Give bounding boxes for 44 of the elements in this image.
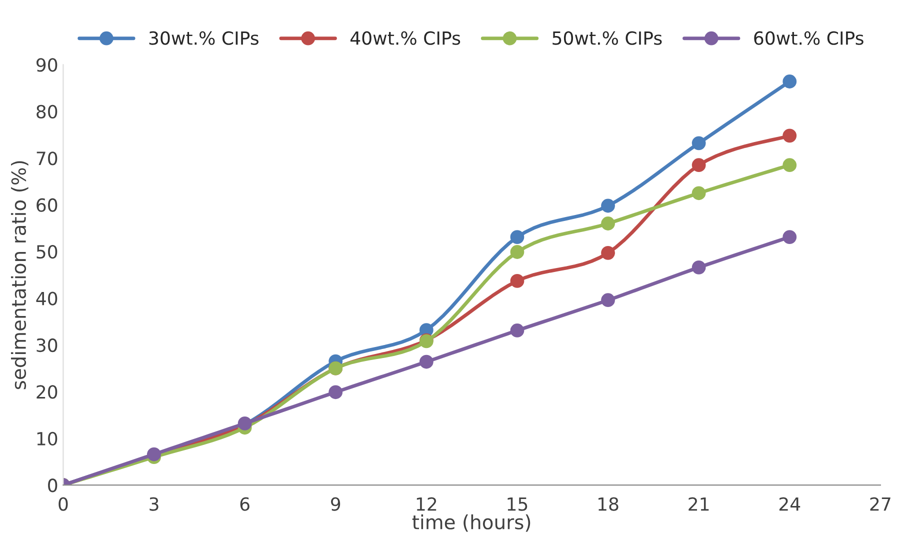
x-tick-label: 18 bbox=[598, 497, 618, 511]
y-tick-label: 50 bbox=[36, 244, 58, 259]
y-tick-label: 30 bbox=[36, 338, 58, 352]
point bbox=[782, 230, 797, 244]
legend-label: 60wt.% CIPs bbox=[754, 31, 864, 45]
y-axis-title: sedimentation ratio (%) bbox=[11, 161, 28, 390]
point bbox=[782, 158, 797, 172]
point bbox=[510, 245, 524, 259]
legend-label: 50wt.% CIPs bbox=[552, 31, 662, 45]
point bbox=[601, 198, 615, 213]
x-tick-label: 6 bbox=[240, 497, 250, 511]
point bbox=[692, 158, 706, 172]
x-tick-label: 24 bbox=[779, 497, 800, 511]
x-tick-label: 21 bbox=[688, 497, 709, 511]
point bbox=[601, 246, 615, 260]
x-axis-title: time (hours) bbox=[412, 514, 530, 532]
legend-label: 40wt.% CIPs bbox=[350, 31, 460, 45]
y-tick-label: 60 bbox=[36, 198, 58, 212]
point bbox=[601, 216, 615, 230]
y-tick-label: 10 bbox=[37, 432, 58, 446]
y-tick-label: 80 bbox=[36, 104, 58, 119]
x-tick-label: 0 bbox=[58, 497, 68, 511]
point bbox=[510, 274, 524, 288]
point bbox=[692, 136, 706, 150]
x-tick-label: 3 bbox=[150, 497, 158, 511]
point bbox=[782, 74, 797, 88]
y-tick-label: 0 bbox=[48, 478, 58, 492]
x-tick-label: 12 bbox=[416, 497, 436, 511]
y-tick-label: 90 bbox=[36, 58, 58, 72]
point bbox=[782, 128, 797, 143]
point bbox=[692, 186, 706, 200]
x-tick-label: 27 bbox=[870, 497, 890, 511]
point bbox=[510, 324, 524, 338]
x-tick-label: 15 bbox=[508, 497, 528, 511]
y-tick-label: 20 bbox=[36, 385, 58, 399]
point bbox=[510, 230, 524, 244]
x-tick-label: 9 bbox=[331, 497, 340, 511]
point bbox=[601, 293, 615, 308]
point bbox=[692, 260, 706, 274]
y-tick-label: 70 bbox=[36, 152, 58, 166]
y-tick-label: 40 bbox=[36, 292, 58, 306]
point bbox=[328, 385, 343, 400]
point bbox=[419, 354, 434, 369]
legend-label: 30wt.% CIPs bbox=[149, 31, 258, 45]
